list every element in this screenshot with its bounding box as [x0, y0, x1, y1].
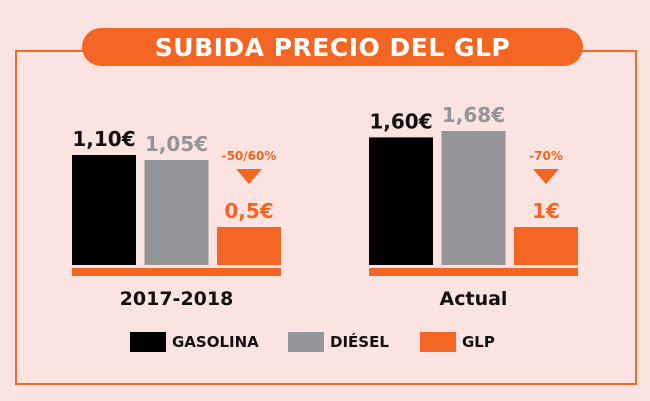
- legend-swatch-glp: [420, 332, 456, 352]
- data-label: 1,68€: [442, 103, 505, 127]
- legend-swatch-gasolina: [130, 332, 166, 352]
- bar-gasolina-1: [369, 137, 433, 265]
- down-arrow-icon: [533, 169, 559, 184]
- baseline-0: [72, 268, 281, 276]
- bar-glp-0: [217, 227, 281, 265]
- data-label: 0,5€: [224, 199, 273, 223]
- down-arrow-icon: [236, 169, 262, 184]
- annotation-label: -70%: [529, 149, 563, 163]
- chart-title: SUBIDA PRECIO DEL GLP: [82, 28, 583, 66]
- data-label: 1,10€: [72, 127, 135, 151]
- bar-diésel-0: [144, 160, 209, 265]
- frame-top-left: [15, 50, 85, 52]
- legend-swatch-diesel: [288, 332, 324, 352]
- frame-border: [15, 50, 637, 385]
- data-label: 1,05€: [145, 132, 208, 156]
- bar-gasolina-0: [72, 155, 136, 265]
- bar-diésel-1: [441, 131, 506, 265]
- legend-label-diesel: DIÉSEL: [330, 333, 389, 351]
- legend-label-glp: GLP: [462, 333, 495, 351]
- category-label: 2017-2018: [120, 288, 234, 310]
- legend-label-gasolina: GASOLINA: [172, 333, 259, 351]
- data-label: 1,60€: [369, 109, 432, 133]
- data-label: 1€: [532, 199, 560, 223]
- annotation-label: -50/60%: [222, 149, 277, 163]
- baseline-1: [369, 268, 578, 276]
- bar-glp-1: [514, 227, 578, 265]
- category-label: Actual: [440, 288, 508, 310]
- frame-top-right: [580, 50, 635, 52]
